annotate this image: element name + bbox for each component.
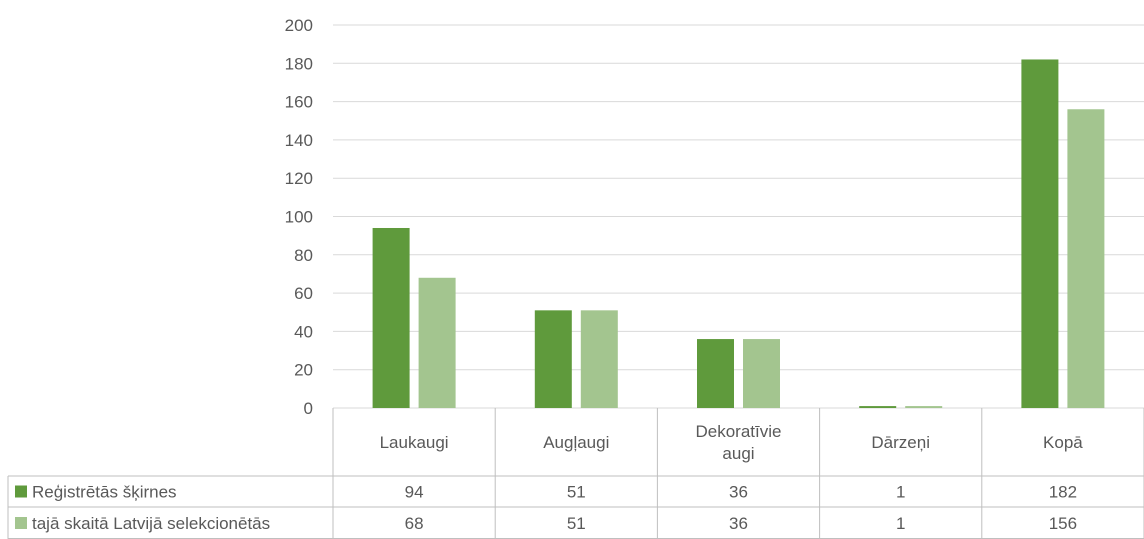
bar bbox=[580, 310, 618, 408]
y-tick-label: 100 bbox=[285, 208, 313, 227]
y-tick-label: 160 bbox=[285, 93, 313, 112]
y-tick-label: 120 bbox=[285, 169, 313, 188]
y-axis: 0 20 40 60 80 100 120 140 160 180 200 bbox=[285, 16, 313, 418]
data-label: 36 bbox=[729, 483, 748, 502]
y-tick-label: 80 bbox=[294, 246, 313, 265]
bar bbox=[1021, 59, 1059, 408]
data-label: 1 bbox=[896, 514, 905, 533]
bar bbox=[534, 310, 572, 408]
data-label: 51 bbox=[567, 483, 586, 502]
y-tick-label: 60 bbox=[294, 284, 313, 303]
gridlines bbox=[333, 24, 1144, 409]
data-table: Laukaugi Augļaugi Dekoratīvie augi Dārzeņi Ko… bbox=[7, 408, 1144, 539]
data-label: 182 bbox=[1049, 483, 1077, 502]
bar bbox=[418, 277, 456, 408]
bar bbox=[372, 227, 410, 408]
data-label: 94 bbox=[405, 483, 424, 502]
y-tick-label: 200 bbox=[285, 16, 313, 35]
data-label: 36 bbox=[729, 514, 748, 533]
x-category-label: Augļaugi bbox=[543, 433, 609, 452]
legend-key bbox=[15, 517, 27, 529]
bar bbox=[697, 339, 734, 408]
data-label: 156 bbox=[1049, 514, 1077, 533]
y-tick-label: 40 bbox=[294, 322, 313, 341]
legend-key bbox=[15, 485, 27, 498]
data-label: 51 bbox=[567, 514, 586, 533]
x-category-label: Laukaugi bbox=[380, 433, 449, 452]
legend-label: Reģistrētās šķirnes bbox=[32, 483, 177, 502]
bar bbox=[743, 339, 780, 408]
y-tick-label: 0 bbox=[304, 399, 313, 418]
legend-label: tajā skaitā Latvijā selekcionētās bbox=[32, 514, 270, 533]
x-category-label: augi bbox=[722, 444, 754, 463]
bar bbox=[1067, 109, 1105, 408]
x-category-label: Kopā bbox=[1043, 433, 1083, 452]
bar bbox=[905, 406, 943, 408]
data-label: 68 bbox=[405, 514, 424, 533]
y-tick-label: 140 bbox=[285, 131, 313, 150]
x-category-label: Dekoratīvie bbox=[696, 422, 782, 441]
data-label: 1 bbox=[896, 483, 905, 502]
x-category-label: Dārzeņi bbox=[871, 433, 930, 452]
y-tick-label: 20 bbox=[294, 361, 313, 380]
bars bbox=[372, 59, 1105, 408]
bar bbox=[859, 406, 897, 408]
y-tick-label: 180 bbox=[285, 54, 313, 73]
